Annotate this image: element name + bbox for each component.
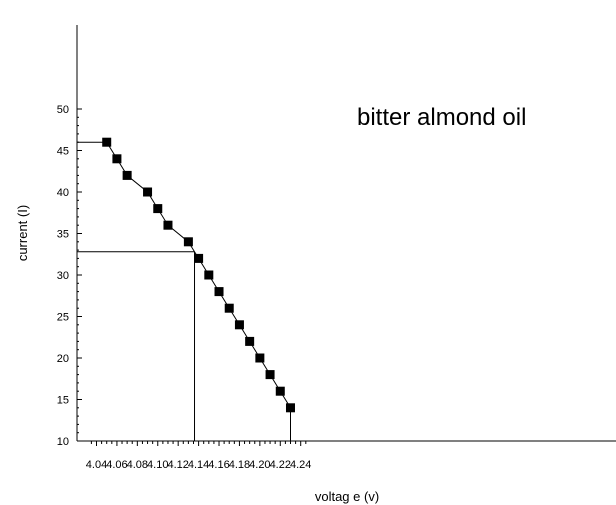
- data-point: [285, 403, 295, 413]
- x-tick-label: 4.08: [127, 459, 148, 471]
- y-tick-label: 10: [57, 436, 69, 448]
- series-line: [106, 141, 291, 409]
- y-tick-label: 30: [57, 270, 69, 282]
- data-point: [214, 287, 224, 297]
- data-point: [122, 170, 132, 180]
- data-point: [204, 270, 214, 280]
- y-tick-label: 15: [57, 395, 69, 407]
- data-point: [163, 220, 173, 230]
- y-tick-label: 25: [57, 312, 69, 324]
- data-point: [194, 253, 204, 263]
- x-tick-label: 4.06: [106, 459, 127, 471]
- y-ticks: 10 15 20 25 30 35 40 45 50: [57, 104, 82, 448]
- y-axis-label: current (I): [15, 205, 30, 261]
- data-point: [234, 320, 244, 330]
- x-tick-label: 4.12: [167, 459, 188, 471]
- x-ticks: 4.044.064.084.104.124.144.164.184.204.22…: [86, 441, 311, 471]
- data-series: [102, 137, 295, 413]
- x-axis-label: voltag e (v): [315, 489, 379, 504]
- x-tick-label: 4.18: [229, 459, 250, 471]
- x-tick-label: 4.04: [86, 459, 107, 471]
- x-tick-label: 4.14: [188, 459, 209, 471]
- reference-lines: [77, 141, 291, 441]
- data-point: [143, 187, 153, 197]
- x-tick-label: 4.22: [270, 459, 291, 471]
- data-point: [265, 370, 275, 380]
- y-tick-label: 40: [57, 187, 69, 199]
- data-point: [112, 154, 122, 164]
- y-tick-label: 20: [57, 353, 69, 365]
- chart-annotation: bitter almond oil: [357, 104, 526, 131]
- x-tick-label: 4.20: [249, 459, 270, 471]
- x-tick-label: 4.24: [290, 459, 311, 471]
- y-tick-label: 50: [57, 104, 69, 116]
- axes: [76, 25, 616, 442]
- data-point: [245, 336, 255, 346]
- data-point: [255, 353, 265, 363]
- data-point: [183, 237, 193, 247]
- data-point: [153, 204, 163, 214]
- x-tick-label: 4.16: [208, 459, 229, 471]
- x-tick-label: 4.10: [147, 459, 168, 471]
- y-tick-label: 35: [57, 229, 69, 241]
- data-point: [102, 137, 112, 147]
- y-tick-label: 45: [57, 146, 69, 158]
- data-point: [275, 386, 285, 396]
- data-point: [224, 303, 234, 313]
